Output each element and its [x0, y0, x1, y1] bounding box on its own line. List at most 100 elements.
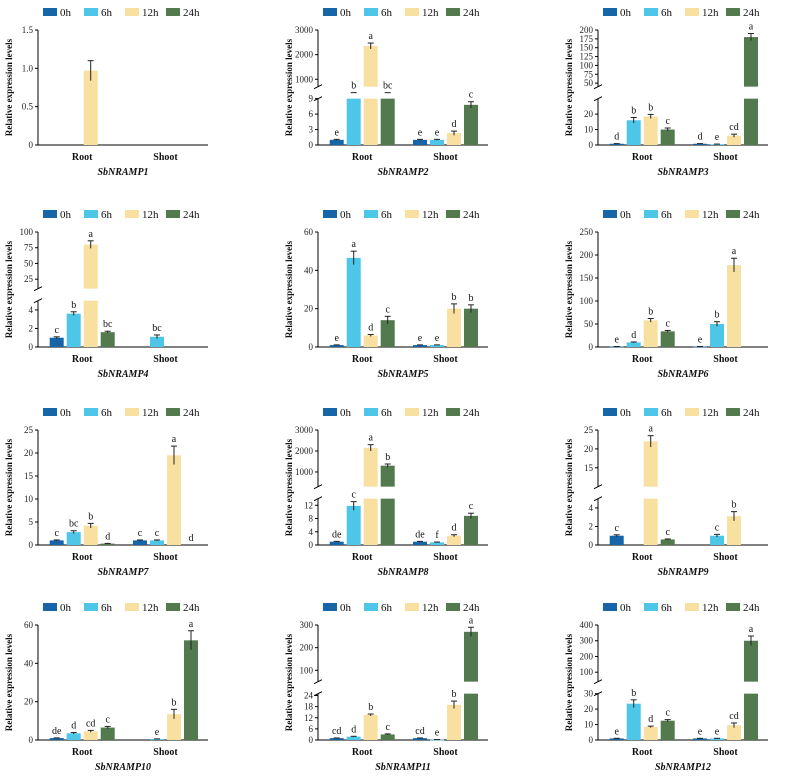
significance-letter: d	[648, 714, 653, 725]
axis-break-mark	[593, 84, 603, 90]
significance-letter: bc	[69, 519, 79, 530]
x-category-label-Shoot: Shoot	[433, 552, 458, 563]
chart-panel-SbNRAMP10: 0 20 40 60 Relative expression levels 0h 6h 12h…	[4, 602, 208, 773]
y-tick-label: 10	[584, 125, 594, 135]
y-axis-label: Relative expression levels	[284, 38, 294, 136]
x-category-label-Root: Root	[632, 152, 653, 163]
legend-label-12h: 12h	[142, 209, 159, 221]
bar-Shoot-24h	[184, 640, 198, 740]
x-category-label-Root: Root	[352, 354, 373, 365]
significance-letter: de	[415, 529, 425, 540]
axis-break-mark	[313, 484, 323, 490]
significance-letter: b	[648, 306, 653, 317]
y-axis-label: Relative expression levels	[564, 633, 574, 731]
bar-Root-12h	[83, 525, 98, 545]
significance-letter: b	[469, 293, 474, 304]
legend-swatch-24h	[446, 8, 460, 16]
gene-title: SbNRAMP12	[655, 762, 711, 773]
y-tick-label: 0	[309, 735, 314, 745]
bar-break-gap	[642, 486, 659, 499]
significance-letter: c	[665, 527, 670, 538]
y-axis-label: Relative expression levels	[284, 240, 294, 338]
chart-panel-SbNRAMP1: 0 0.5 1.0 1.5 Relative expression levels 0h 6h…	[4, 7, 208, 178]
legend-label-0h: 0h	[340, 602, 352, 614]
y-tick-label: 20	[584, 444, 594, 454]
legend-label-24h: 24h	[183, 209, 200, 221]
legend-swatch-6h	[364, 408, 378, 416]
legend-swatch-24h	[166, 8, 180, 16]
bar-Shoot-12h	[727, 516, 741, 545]
y-tick-label: 20	[304, 304, 314, 314]
bar-Shoot-0h	[413, 541, 427, 545]
significance-letter: cd	[729, 122, 738, 133]
bar-break-gap	[379, 486, 396, 499]
bar-Shoot-6h	[430, 542, 444, 545]
chart-panel-SbNRAMP6: 0 50 100 150 200 250 Relative expression level…	[564, 209, 768, 380]
x-category-label-Shoot: Shoot	[433, 354, 458, 365]
y-tick-label: 300	[300, 620, 314, 630]
axis-break-mark	[313, 496, 323, 502]
x-category-label-Shoot: Shoot	[153, 354, 178, 365]
significance-letter: a	[351, 239, 356, 250]
bar-Root-12h	[363, 714, 378, 740]
y-tick-label: 2000	[295, 446, 314, 456]
x-category-label-Shoot: Shoot	[713, 552, 738, 563]
gene-title: SbNRAMP10	[95, 762, 151, 773]
axis-break-mark	[33, 286, 43, 292]
significance-letter: a	[469, 615, 474, 626]
legend-swatch-24h	[726, 603, 740, 611]
significance-letter: d	[368, 323, 373, 334]
legend-label-24h: 24h	[743, 602, 760, 614]
significance-letter: a	[189, 619, 194, 630]
legend-swatch-0h	[323, 408, 337, 416]
legend-swatch-0h	[603, 603, 617, 611]
significance-letter: e	[334, 333, 339, 344]
x-category-label-Shoot: Shoot	[153, 552, 178, 563]
significance-letter: e	[698, 726, 703, 737]
gene-title: SbNRAMP9	[657, 567, 708, 578]
y-tick-label: 20	[24, 697, 34, 707]
x-category-label-Shoot: Shoot	[713, 152, 738, 163]
x-category-label-Shoot: Shoot	[713, 747, 738, 758]
bar-Shoot-6h	[150, 336, 164, 347]
bar-Root-12h	[643, 726, 658, 740]
legend-label-0h: 0h	[60, 209, 72, 221]
y-tick-label: 18	[304, 702, 314, 712]
significance-letter: c	[351, 490, 356, 501]
y-tick-label: 12	[304, 500, 313, 510]
bar-Shoot-0h	[413, 345, 427, 347]
bar-Root-6h	[346, 257, 361, 347]
significance-letter: e	[698, 334, 703, 345]
significance-letter: d	[631, 330, 636, 341]
legend-swatch-6h	[644, 408, 658, 416]
legend-label-6h: 6h	[381, 602, 393, 614]
legend-label-6h: 6h	[661, 7, 673, 19]
y-tick-label: 4	[29, 305, 34, 315]
x-category-label-Root: Root	[632, 354, 653, 365]
significance-letter: de	[52, 726, 62, 737]
y-tick-label: 20	[584, 704, 594, 714]
legend-swatch-24h	[446, 408, 460, 416]
y-tick-label: 3000	[295, 25, 314, 35]
y-tick-label: 0	[29, 735, 34, 745]
y-tick-label: 50	[584, 78, 594, 88]
legend-label-24h: 24h	[183, 7, 200, 19]
legend-swatch-12h	[125, 603, 139, 611]
axis-break-mark	[313, 691, 323, 697]
significance-letter: d	[698, 132, 703, 143]
y-axis-label: Relative expression levels	[4, 240, 14, 338]
legend-swatch-12h	[405, 603, 419, 611]
axis-break-mark	[313, 679, 323, 685]
legend-swatch-12h	[685, 603, 699, 611]
chart-panel-SbNRAMP4: 0 2 4 25 50 75 100 Relative expression levels 0h…	[4, 209, 208, 380]
legend-label-24h: 24h	[463, 602, 480, 614]
significance-letter: c	[614, 523, 619, 534]
legend-swatch-6h	[364, 603, 378, 611]
gene-title: SbNRAMP2	[377, 167, 428, 178]
bar-Root-12h	[363, 335, 378, 347]
y-tick-label: 25	[24, 425, 34, 435]
legend-label-24h: 24h	[743, 7, 760, 19]
y-tick-label: 25	[24, 274, 34, 284]
